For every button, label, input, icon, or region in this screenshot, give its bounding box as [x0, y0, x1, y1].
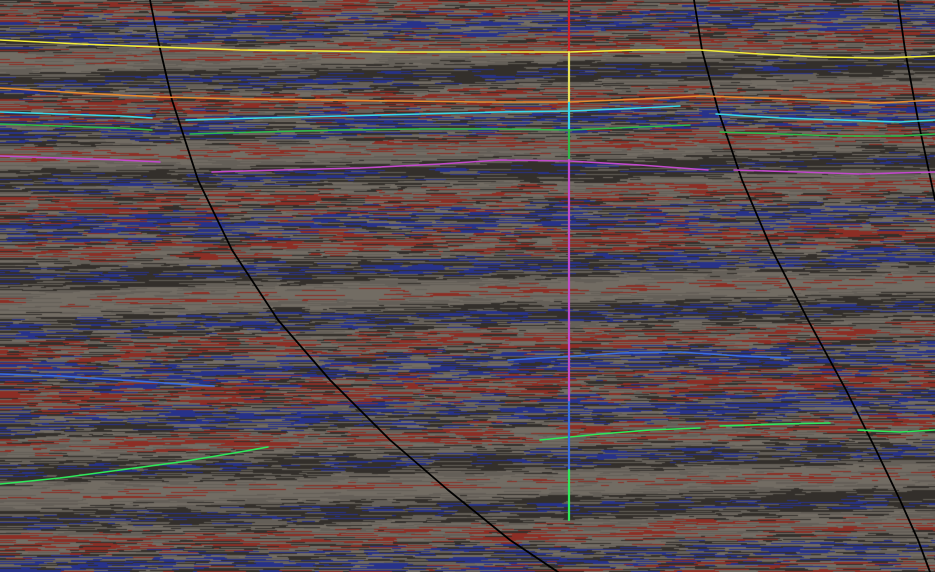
seismic-section-viewport[interactable]: [0, 0, 935, 572]
horizon-green-upper-seg1[interactable]: [0, 124, 152, 130]
horizon-cyan-seg1[interactable]: [0, 112, 152, 118]
horizon-green-upper-seg3[interactable]: [720, 132, 935, 136]
horizon-green-upper-seg2[interactable]: [190, 125, 690, 134]
horizon-cyan-seg3[interactable]: [716, 114, 935, 122]
horizon-magenta-seg1[interactable]: [0, 156, 160, 162]
horizon-green-lower-seg1[interactable]: [0, 447, 268, 484]
horizon-green-lower-seg3[interactable]: [720, 423, 830, 426]
horizon-blue-seg1[interactable]: [0, 374, 214, 386]
horizon-magenta-seg3[interactable]: [734, 170, 935, 174]
horizon-green-lower-seg4[interactable]: [858, 430, 935, 432]
horizon-green-lower-seg2[interactable]: [540, 428, 700, 440]
horizon-orange[interactable]: [0, 88, 935, 103]
interpretation-overlay[interactable]: [0, 0, 935, 572]
horizon-yellow[interactable]: [0, 40, 935, 58]
horizon-magenta-seg2[interactable]: [212, 160, 708, 172]
horizon-cyan-seg2[interactable]: [186, 106, 680, 120]
fault-1[interactable]: [150, 0, 558, 572]
horizon-blue-seg2[interactable]: [508, 352, 790, 360]
fault-2[interactable]: [694, 0, 930, 572]
